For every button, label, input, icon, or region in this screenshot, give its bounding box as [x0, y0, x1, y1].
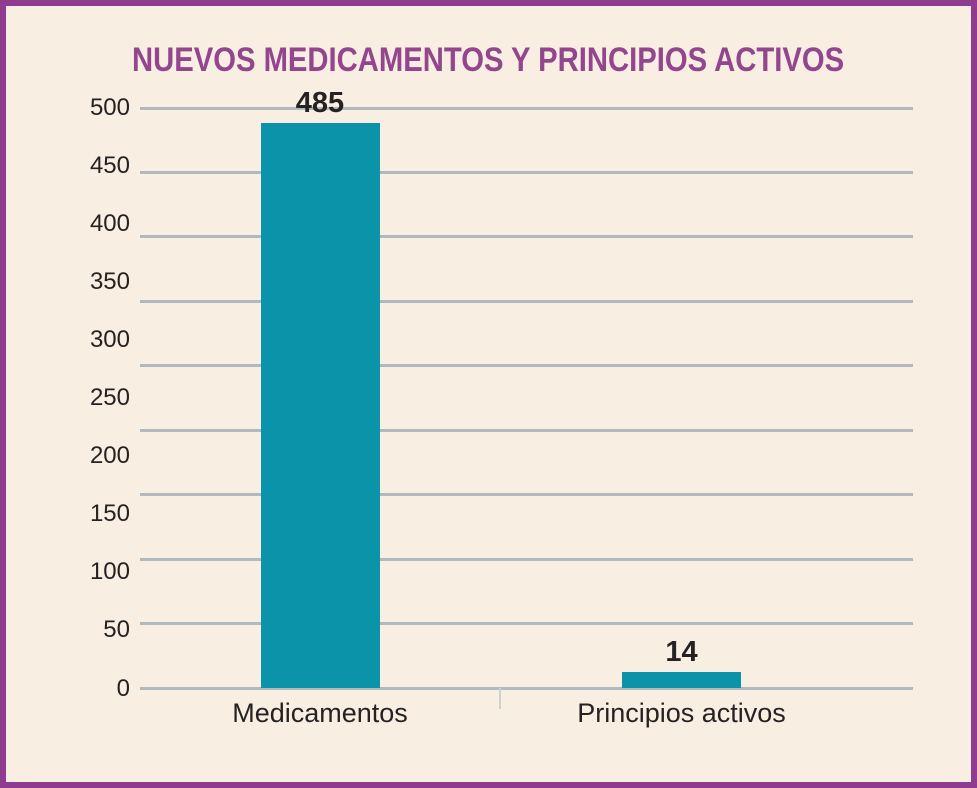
chart-title-row: NUEVOS MEDICAMENTOS Y PRINCIPIOS ACTIVOS: [6, 40, 971, 87]
y-tick-label-300: 300: [89, 326, 130, 354]
chart-title: NUEVOS MEDICAMENTOS Y PRINCIPIOS ACTIVOS: [132, 41, 845, 79]
y-tick-label-50: 50: [103, 616, 130, 644]
x-axis-line: [140, 686, 913, 690]
y-tick-label-250: 250: [89, 384, 130, 412]
gridline: [140, 170, 913, 174]
gridline: [140, 364, 913, 368]
gridline: [140, 106, 913, 110]
gridline: [140, 235, 913, 239]
x-axis-category-tick: [499, 688, 501, 709]
y-tick-label-450: 450: [89, 152, 130, 180]
value-label-principios-activos: 14: [665, 635, 698, 668]
value-label-medicamentos: 485: [295, 86, 345, 119]
y-tick-label-0: 0: [116, 674, 130, 702]
y-tick-label-100: 100: [89, 558, 130, 586]
gridline: [140, 557, 913, 561]
gridline: [140, 428, 913, 432]
y-tick-label-400: 400: [89, 210, 130, 238]
y-tick-label-350: 350: [89, 268, 130, 296]
x-category-label-principios-activos: Principios activos: [577, 698, 786, 728]
bar-principios-activos: [622, 671, 741, 688]
gridline: [140, 493, 913, 497]
gridline: [140, 622, 913, 626]
gridline: [140, 299, 913, 303]
y-tick-label-500: 500: [89, 94, 130, 121]
y-tick-label-200: 200: [89, 442, 130, 470]
bar-medicamentos: [260, 122, 380, 688]
x-category-label-medicamentos: Medicamentos: [232, 698, 408, 728]
y-tick-label-150: 150: [89, 500, 130, 528]
plot-area: 485 14: [140, 88, 913, 709]
